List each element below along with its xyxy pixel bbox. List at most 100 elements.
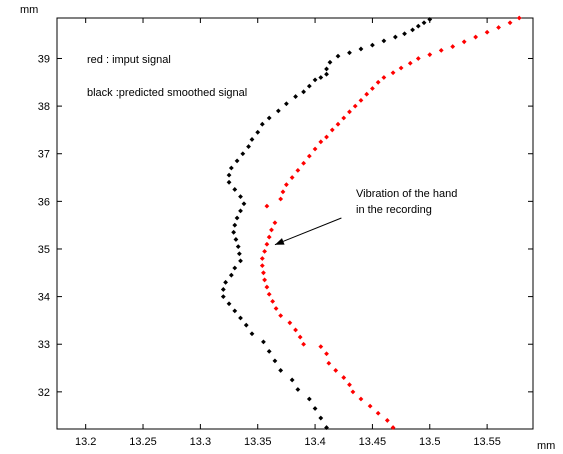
red-point bbox=[264, 284, 270, 290]
black-point bbox=[243, 322, 249, 328]
red-point bbox=[297, 334, 303, 340]
red-point bbox=[301, 160, 307, 166]
black-point bbox=[236, 251, 242, 257]
black-point bbox=[220, 294, 226, 300]
red-point bbox=[264, 203, 270, 209]
annotation-arrow-head bbox=[274, 238, 285, 245]
annotation-line-1: Vibration of the hand bbox=[356, 188, 457, 200]
red-point bbox=[262, 277, 268, 283]
black-point bbox=[358, 46, 364, 52]
black-point bbox=[232, 308, 238, 314]
red-point bbox=[381, 75, 387, 80]
red-point bbox=[283, 182, 289, 188]
red-point bbox=[352, 103, 358, 109]
black-point bbox=[370, 42, 375, 48]
red-point bbox=[415, 56, 421, 61]
red-point bbox=[473, 34, 479, 40]
red-point bbox=[318, 139, 324, 145]
red-point bbox=[347, 382, 352, 388]
red-point bbox=[375, 410, 381, 416]
red-point bbox=[390, 70, 396, 76]
black-point bbox=[240, 151, 246, 157]
black-point bbox=[232, 187, 238, 192]
legend-line-black: black :predicted smoothed signal bbox=[87, 87, 247, 99]
red-point bbox=[312, 146, 318, 152]
red-point bbox=[358, 97, 364, 103]
annotation-line-2: in the recording bbox=[356, 204, 432, 216]
black-point bbox=[228, 165, 234, 171]
red-point bbox=[350, 389, 356, 395]
black-point bbox=[232, 222, 238, 228]
x-tick-label: 13.2 bbox=[75, 436, 96, 448]
red-point bbox=[273, 306, 279, 311]
black-point bbox=[259, 121, 265, 127]
black-point bbox=[249, 331, 255, 337]
black-point bbox=[312, 77, 318, 83]
y-tick-label: 36 bbox=[38, 196, 50, 208]
black-point bbox=[295, 387, 301, 392]
black-point bbox=[318, 75, 324, 80]
black-point bbox=[306, 83, 312, 89]
black-point bbox=[235, 244, 241, 249]
red-point bbox=[266, 291, 272, 297]
black-point bbox=[233, 237, 239, 242]
x-tick-label: 13.55 bbox=[473, 436, 501, 448]
black-point bbox=[272, 358, 278, 364]
black-point bbox=[238, 258, 243, 264]
black-point bbox=[223, 279, 229, 285]
red-point bbox=[289, 175, 295, 180]
x-tick-label: 13.3 bbox=[190, 436, 211, 448]
red-point bbox=[280, 189, 286, 195]
black-point bbox=[402, 31, 407, 37]
black-point bbox=[415, 23, 421, 29]
red-point bbox=[261, 270, 266, 276]
red-point bbox=[484, 29, 490, 35]
red-point bbox=[329, 127, 335, 133]
red-point bbox=[427, 52, 433, 58]
red-point bbox=[324, 351, 329, 357]
black-point bbox=[255, 129, 261, 135]
red-point bbox=[262, 248, 268, 254]
black-point bbox=[278, 368, 284, 373]
red-point bbox=[398, 65, 404, 71]
black-point bbox=[275, 108, 281, 114]
y-tick-label: 35 bbox=[38, 244, 50, 256]
black-point bbox=[289, 377, 295, 383]
black-point bbox=[228, 272, 234, 278]
red-point bbox=[384, 418, 390, 423]
black-point bbox=[266, 115, 272, 121]
red-point bbox=[358, 396, 364, 402]
black-point bbox=[226, 301, 232, 307]
black-point bbox=[283, 101, 289, 107]
red-point bbox=[278, 196, 284, 202]
black-point bbox=[246, 144, 251, 149]
black-series-group bbox=[220, 17, 433, 430]
black-point bbox=[220, 287, 226, 292]
black-point bbox=[249, 137, 255, 142]
red-point bbox=[324, 134, 329, 140]
red-point bbox=[507, 20, 513, 26]
black-point bbox=[324, 66, 329, 72]
y-tick-label: 39 bbox=[38, 53, 50, 65]
red-point bbox=[266, 234, 272, 240]
black-point bbox=[234, 158, 240, 164]
black-point bbox=[241, 201, 247, 207]
axis-ticks-group: 13.2 13.25 13.3 13.35 13.4 13.45 13.5 13.55 32 33… bbox=[38, 18, 533, 448]
y-tick-label: 32 bbox=[38, 387, 50, 399]
y-tick-label: 38 bbox=[38, 101, 50, 113]
red-point bbox=[341, 375, 347, 380]
red-point bbox=[295, 167, 301, 173]
red-point bbox=[293, 327, 298, 333]
black-point bbox=[261, 339, 266, 345]
black-point bbox=[324, 425, 329, 430]
red-point bbox=[367, 403, 373, 409]
red-point bbox=[259, 256, 265, 261]
red-point bbox=[264, 241, 270, 247]
annotation-arrow-line bbox=[274, 217, 342, 246]
red-point bbox=[390, 425, 396, 430]
black-point bbox=[226, 179, 232, 185]
red-point bbox=[496, 25, 501, 30]
x-tick-label: 13.5 bbox=[419, 436, 440, 448]
red-series-group bbox=[259, 15, 522, 430]
red-point bbox=[333, 368, 339, 373]
